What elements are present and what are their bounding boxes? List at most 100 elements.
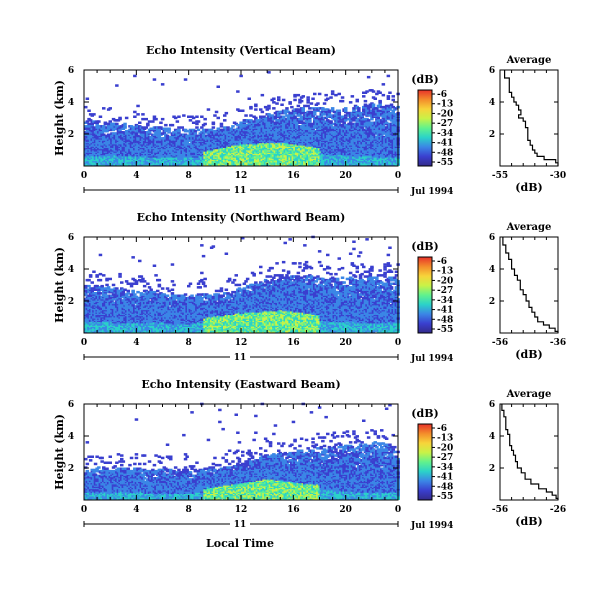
heatmap-cell xyxy=(311,97,315,100)
heatmap-cell xyxy=(236,90,240,93)
heatmap-cell xyxy=(263,105,268,109)
heatmap-cell xyxy=(92,113,96,116)
heatmap-cell xyxy=(344,116,348,120)
heatmap-cell xyxy=(216,85,220,88)
heatmap-cell xyxy=(196,128,201,132)
heatmap-cell xyxy=(226,126,230,129)
heatmap-cell xyxy=(87,109,91,112)
heatmap-cell xyxy=(123,122,127,126)
heatmap-cell xyxy=(326,97,330,100)
heatmap-cell xyxy=(160,117,165,121)
heatmap-cell xyxy=(332,110,337,114)
heatmap-cell xyxy=(308,107,312,110)
heatmap-cell xyxy=(209,131,214,134)
heatmap-cell xyxy=(270,120,274,123)
heatmap-cell xyxy=(133,115,137,118)
heatmap-cell xyxy=(88,119,93,122)
panels-layer: Echo Intensity (Vertical Beam)642Height … xyxy=(53,44,566,531)
heatmap-cell xyxy=(167,127,171,130)
heatmap-cell xyxy=(87,134,91,138)
heatmap-cell xyxy=(249,119,253,122)
heatmap-cell xyxy=(147,120,152,123)
heatmap-cell xyxy=(330,92,335,96)
heatmap-cell xyxy=(281,115,286,118)
heatmap-cell xyxy=(187,115,191,118)
heatmap-cell xyxy=(334,93,338,97)
heatmap-cell xyxy=(118,128,122,132)
heatmap-cell xyxy=(309,110,314,114)
heatmap-cell xyxy=(152,78,157,81)
heatmap-cell xyxy=(157,135,162,139)
heatmap-cell xyxy=(308,119,312,122)
heatmap-cell xyxy=(146,122,150,126)
heatmap-cell xyxy=(301,107,305,110)
heatmap-cell xyxy=(275,102,279,105)
heatmap-cell xyxy=(329,123,333,127)
heatmap-cell xyxy=(211,121,216,124)
panel-1: Echo Intensity (Vertical Beam)642Height … xyxy=(53,44,566,197)
heatmap-cell xyxy=(200,126,204,129)
heatmap-cell xyxy=(330,90,335,93)
heatmap-cell xyxy=(322,102,327,105)
heatmap-cell xyxy=(106,122,111,126)
heatmap-cell xyxy=(211,126,216,129)
heatmap-cell xyxy=(277,98,281,102)
heatmap-cell xyxy=(219,122,224,126)
heatmap-cell xyxy=(131,128,135,132)
heatmap-cell xyxy=(317,92,322,96)
heatmap-cell xyxy=(316,102,320,105)
heatmap-cell xyxy=(177,128,181,132)
heatmap-cell xyxy=(267,113,271,116)
heatmap-cell xyxy=(124,116,129,120)
heatmap-cell xyxy=(293,98,297,102)
heatmap-cell xyxy=(200,115,204,118)
heatmap-cell xyxy=(283,111,287,115)
heatmap-cell xyxy=(159,121,163,124)
heatmap-cell xyxy=(321,107,325,110)
heatmap-cell xyxy=(329,114,333,117)
heatmap-cell xyxy=(188,119,193,122)
heatmap-cell xyxy=(267,107,271,110)
heatmap-cell xyxy=(216,116,220,120)
heatmap-cell xyxy=(327,109,332,112)
heatmap-cell xyxy=(273,115,278,118)
heatmap-cell xyxy=(262,115,266,118)
heatmap-cell xyxy=(313,113,317,116)
heatmap-cell xyxy=(162,127,166,130)
heatmap-cell xyxy=(223,119,227,122)
heatmap-cell xyxy=(344,123,348,127)
heatmap-cell xyxy=(183,78,188,81)
heatmap-cell xyxy=(296,93,301,97)
heatmap-cell xyxy=(340,96,345,99)
heatmap-cell xyxy=(191,116,196,120)
heatmap-cell xyxy=(317,117,322,121)
heatmap-cell xyxy=(306,96,310,99)
heatmap-cell xyxy=(205,128,209,132)
heatmap-cell xyxy=(329,96,333,99)
heatmap-cell xyxy=(239,121,243,124)
heatmap-cell xyxy=(236,123,240,127)
heatmap-cell xyxy=(272,101,276,104)
heatmap-cell xyxy=(203,117,207,121)
heatmap-cell xyxy=(277,96,281,99)
heatmap-cell xyxy=(244,114,248,117)
heatmap-cell xyxy=(102,107,106,110)
heatmap-cell xyxy=(267,71,271,74)
heatmap-cell xyxy=(301,95,305,98)
heatmap-cell xyxy=(195,126,199,129)
heatmap-cell xyxy=(306,104,310,108)
heatmap-cell xyxy=(213,114,217,117)
heatmap-cell xyxy=(254,108,258,111)
heatmap-cell xyxy=(87,122,91,126)
heatmap-cell xyxy=(293,115,297,118)
heatmap-cell xyxy=(299,99,304,103)
heatmap-cell xyxy=(254,116,258,120)
heatmap-cell xyxy=(98,115,103,118)
heatmap-cell xyxy=(170,135,175,139)
heatmap-cell xyxy=(286,115,291,118)
heatmap-cell xyxy=(272,97,276,100)
heatmap-cell xyxy=(214,110,219,114)
heatmap-cell xyxy=(223,126,227,129)
heatmap-cell xyxy=(160,83,165,86)
